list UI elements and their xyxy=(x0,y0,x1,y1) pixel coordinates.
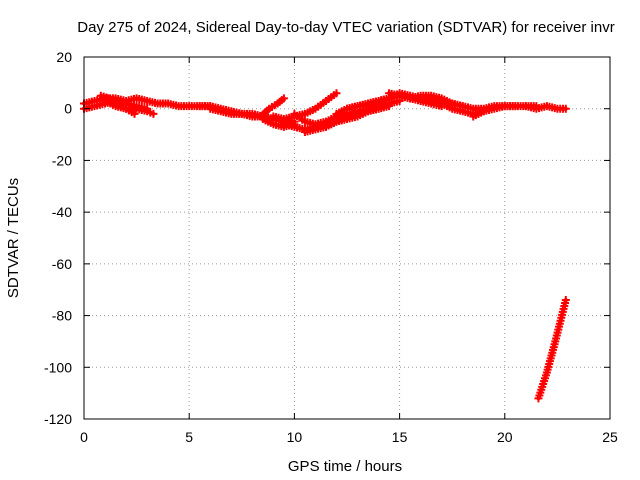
x-tick-label: 0 xyxy=(80,429,88,445)
data-point xyxy=(561,296,570,305)
axis-ticks: 0 5 10 15 20 25 20 0 -20 -40 -60 -80 -100 -120 xyxy=(44,49,618,445)
y-tick-label: -40 xyxy=(52,204,72,220)
x-tick-label: 5 xyxy=(185,429,193,445)
x-tick-label: 15 xyxy=(392,429,408,445)
series-layer xyxy=(80,89,570,403)
data-point xyxy=(149,109,158,118)
chart-title: Day 275 of 2024, Sidereal Day-to-day VTE… xyxy=(77,19,614,36)
series-track-4 xyxy=(96,91,139,118)
series-track-8 xyxy=(256,94,288,121)
y-tick-label: -20 xyxy=(52,152,72,168)
y-tick-label: -100 xyxy=(44,359,72,375)
y-tick-label: -60 xyxy=(52,256,72,272)
data-point xyxy=(130,109,139,118)
x-tick-label: 25 xyxy=(602,429,618,445)
y-tick-label: 20 xyxy=(56,49,72,65)
series-track-21 xyxy=(521,102,570,113)
data-point xyxy=(332,89,341,98)
x-axis-label: GPS time / hours xyxy=(288,458,402,475)
x-tick-label: 20 xyxy=(497,429,513,445)
y-tick-label: -80 xyxy=(52,308,72,324)
x-tick-label: 10 xyxy=(287,429,303,445)
plot-frame xyxy=(83,56,611,420)
data-point xyxy=(279,94,288,103)
y-tick-label: 0 xyxy=(64,101,72,117)
series-track-22 xyxy=(534,296,570,403)
y-tick-label: -120 xyxy=(44,411,72,427)
data-point xyxy=(561,104,570,113)
y-axis-label: SDTVAR / TECUs xyxy=(5,178,22,298)
